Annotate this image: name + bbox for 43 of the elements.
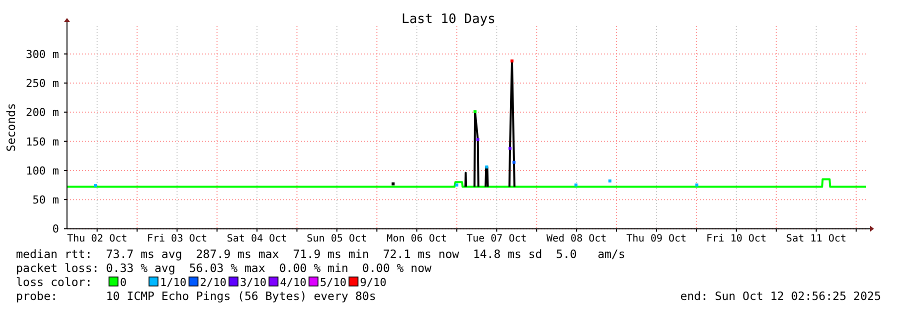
point <box>508 146 512 150</box>
x-tick-label: Wed 08 Oct <box>546 234 607 245</box>
x-tick-label: Fri 03 Oct <box>146 234 208 245</box>
point <box>476 138 480 142</box>
legend-label: 4/10 <box>280 276 306 289</box>
y-tick-label: 200 m <box>26 106 60 120</box>
y-tick-label: 0 <box>52 222 59 236</box>
text: median rtt: 73.7 ms avg 287.9 ms max 71.9 ms min 72.1 ms now 14.8 ms sd 5.0 am/s <box>16 247 626 261</box>
x-tick-label: Tue 07 Oct <box>466 234 527 245</box>
point <box>392 182 395 186</box>
y-tick-label: 150 m <box>26 135 60 148</box>
legend-label: 1/10 <box>160 276 186 289</box>
y-tick-label: 100 m <box>26 164 60 178</box>
point <box>574 184 578 187</box>
legend-label: 3/10 <box>240 276 266 289</box>
y-tick-label: 50 m <box>32 194 60 207</box>
point <box>94 184 98 188</box>
y-tick-label: 300 m <box>26 48 60 61</box>
point <box>512 160 516 164</box>
text: probe: 10 ICMP Echo Pings (56 Bytes) every 80s <box>16 289 376 303</box>
point <box>695 184 698 187</box>
point <box>510 59 514 62</box>
y-axis-title: Seconds <box>4 103 18 152</box>
x-tick-label: Sun 05 Oct <box>306 234 367 245</box>
point <box>485 165 488 168</box>
legend-title: loss color: <box>16 275 92 289</box>
chart-title: Last 10 Days <box>402 12 496 27</box>
point <box>608 179 612 182</box>
legend-label: 2/10 <box>200 276 226 289</box>
point <box>474 110 477 114</box>
text: packet loss: 0.33 % avg 56.03 % max 0.00 % min 0.00 % now <box>16 261 432 275</box>
legend-label: 5/10 <box>320 276 346 289</box>
legend-label: 0 <box>120 276 127 289</box>
x-tick-label: Sat 04 Oct <box>226 234 288 245</box>
legend-label: 9/10 <box>360 276 386 289</box>
point <box>455 184 458 187</box>
x-tick-label: Fri 10 Oct <box>706 234 766 245</box>
text: end: Sun Oct 12 02:56:25 2025 <box>680 289 881 303</box>
x-tick-label: Mon 06 Oct <box>386 234 447 245</box>
y-tick-label: 250 m <box>26 77 60 90</box>
x-tick-label: Thu 09 Oct <box>626 234 687 245</box>
x-tick-label: Sat 11 Oct <box>786 234 846 245</box>
x-tick-label: Thu 02 Oct <box>67 234 128 245</box>
